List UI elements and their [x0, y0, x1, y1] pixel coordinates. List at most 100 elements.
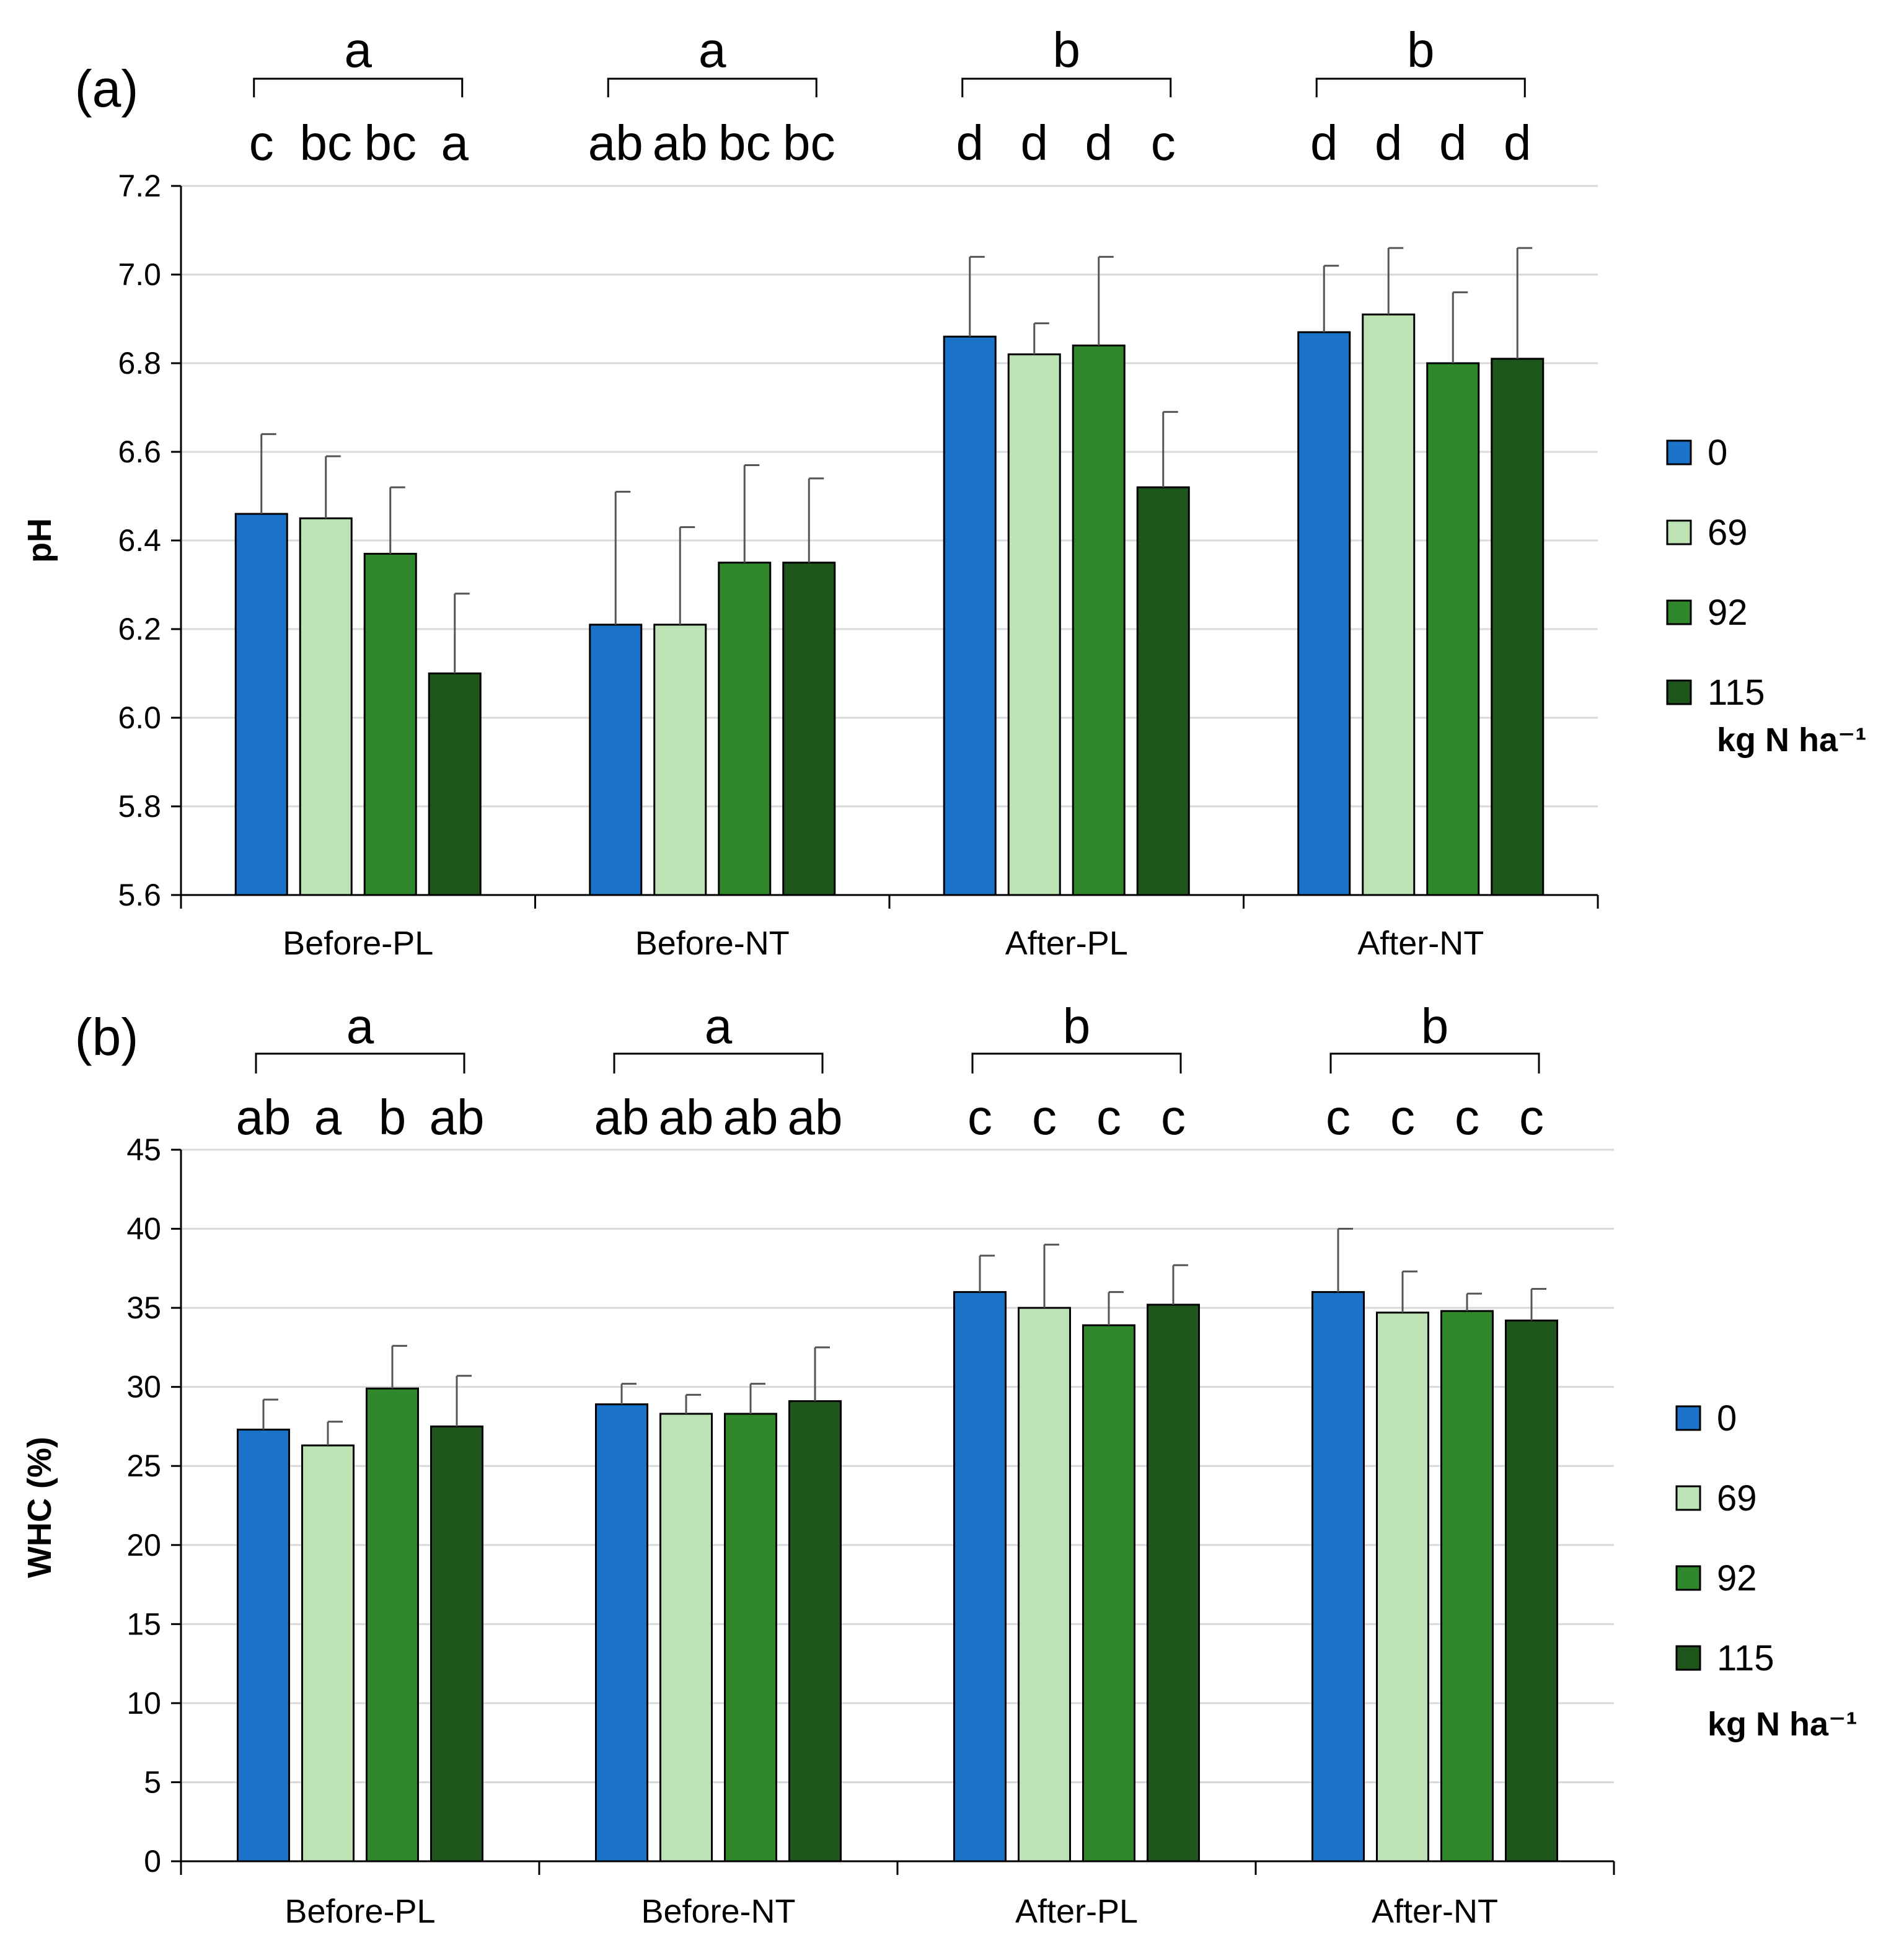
y-tick-label: 25 [126, 1448, 161, 1483]
bar [788, 1400, 842, 1863]
y-tick-label: 6.8 [118, 346, 161, 381]
bar-letter: c [967, 1090, 992, 1145]
bar [301, 1444, 355, 1863]
bar-letter: c [1161, 1090, 1186, 1145]
y-tick-label: 30 [126, 1370, 161, 1404]
bar-letter: c [1455, 1090, 1479, 1145]
bar-letter: d [1375, 115, 1403, 170]
significance-bracket [255, 1052, 465, 1073]
bar [653, 624, 707, 896]
bar-letter: c [1032, 1090, 1057, 1145]
legend-swatch [1675, 1645, 1701, 1671]
bar [659, 1413, 713, 1863]
y-tick-label: 5 [144, 1765, 161, 1799]
bar [1311, 1291, 1365, 1863]
group-letter: a [705, 999, 733, 1054]
y-axis-title: pH [21, 518, 58, 563]
x-category-label: Before-PL [283, 925, 433, 962]
group-letter: a [699, 22, 726, 77]
group-letter: a [346, 999, 374, 1054]
legend-swatch [1675, 1485, 1701, 1511]
legend-label: 69 [1708, 513, 1748, 553]
panel-label: (a) [75, 60, 139, 118]
bar [430, 1425, 483, 1863]
legend-swatch [1666, 679, 1692, 705]
y-tick-label: 6.2 [118, 612, 161, 646]
bar-letter: ab [594, 1090, 650, 1145]
legend-label: 92 [1717, 1558, 1757, 1598]
bar-letter: c [1326, 1090, 1351, 1145]
legend-label: 115 [1708, 672, 1765, 713]
x-category-label: After-PL [1005, 925, 1128, 962]
bar [428, 672, 482, 896]
legend-swatch [1666, 599, 1692, 625]
x-category-label: After-NT [1372, 1893, 1498, 1930]
x-category-label: Before-PL [284, 1893, 435, 1930]
bar [595, 1403, 648, 1863]
y-tick-label: 6.0 [118, 700, 161, 735]
bar-letter: d [1085, 115, 1113, 170]
bar [1362, 313, 1416, 896]
bar [1376, 1312, 1429, 1863]
group-letter: b [1053, 22, 1081, 77]
bar [363, 552, 417, 896]
significance-bracket [607, 77, 818, 97]
bar [1491, 358, 1545, 896]
bar-letter: c [249, 115, 274, 170]
y-tick-label: 0 [144, 1844, 161, 1879]
bar [1007, 353, 1061, 896]
legend-label: 115 [1717, 1638, 1774, 1678]
x-category-label: After-PL [1015, 1893, 1138, 1930]
bar-letter: bc [364, 115, 417, 170]
group-letter: b [1407, 22, 1435, 77]
significance-bracket [971, 1052, 1182, 1073]
bar-letter: d [1504, 115, 1532, 170]
bar-letter: c [1096, 1090, 1121, 1145]
bar-letter: ab [430, 1090, 485, 1145]
legend-swatch [1675, 1565, 1701, 1591]
bar-letter: c [1151, 115, 1176, 170]
group-letter: a [345, 22, 372, 77]
bar-letter: bc [718, 115, 771, 170]
bar-letter: c [1519, 1090, 1544, 1145]
bar [1505, 1320, 1558, 1863]
legend: 0 69 92 115 kg N ha⁻¹ [1675, 1398, 1858, 1743]
bar [589, 624, 643, 896]
bar [724, 1413, 777, 1863]
bar-letter: ab [653, 115, 708, 170]
y-tick-label: 45 [126, 1132, 161, 1167]
bar [366, 1387, 419, 1863]
bar-letter: a [314, 1090, 342, 1145]
group-letter: b [1421, 999, 1449, 1054]
bar [234, 513, 288, 896]
bar-letter: d [1439, 115, 1467, 170]
bar [1297, 331, 1351, 896]
bar [237, 1429, 290, 1863]
legend-swatch [1675, 1405, 1701, 1431]
chart-panel-a: 5.65.86.06.26.46.66.87.07.2ac bc bc aBefore… [21, 22, 1867, 962]
bar [299, 517, 353, 896]
significance-bracket [961, 77, 1172, 97]
legend-unit: kg N ha⁻¹ [1708, 1706, 1858, 1743]
bar-letter: ab [659, 1090, 714, 1145]
group-letter: b [1063, 999, 1091, 1054]
bar [1440, 1310, 1494, 1863]
y-tick-label: 7.2 [118, 169, 161, 203]
bar-letter: c [1390, 1090, 1415, 1145]
y-tick-label: 10 [126, 1686, 161, 1721]
y-axis-title: WHC (%) [21, 1437, 58, 1578]
x-category-label: After-NT [1357, 925, 1484, 962]
bar-letter: ab [723, 1090, 778, 1145]
significance-bracket [1315, 77, 1526, 97]
bar [782, 562, 836, 896]
significance-bracket [1329, 1052, 1540, 1073]
bar [1082, 1324, 1135, 1863]
y-tick-label: 20 [126, 1528, 161, 1563]
panel-label: (b) [75, 1008, 139, 1066]
x-category-label: Before-NT [641, 1893, 795, 1930]
y-tick-label: 6.4 [118, 523, 161, 558]
y-tick-label: 35 [126, 1290, 161, 1325]
legend: 0 69 92 115 kg N ha⁻¹ [1666, 433, 1867, 759]
significance-bracket [613, 1052, 824, 1073]
